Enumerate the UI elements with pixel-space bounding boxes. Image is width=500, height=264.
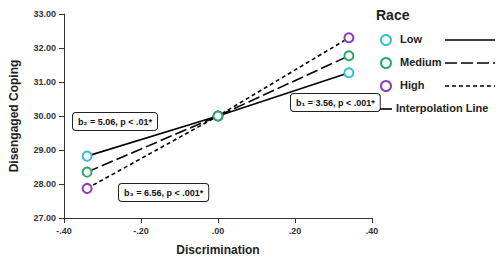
svg-text:.20: .20 — [289, 226, 302, 236]
svg-text:29.00: 29.00 — [33, 145, 56, 155]
svg-text:b₂ = 5.06, p < .01*: b₂ = 5.06, p < .01* — [78, 117, 153, 127]
svg-text:27.00: 27.00 — [33, 213, 56, 223]
svg-text:32.00: 32.00 — [33, 43, 56, 53]
svg-text:Disengaged Coping: Disengaged Coping — [7, 60, 21, 173]
svg-text:Medium: Medium — [400, 56, 442, 68]
svg-text:Low: Low — [400, 33, 422, 45]
svg-text:28.00: 28.00 — [33, 179, 56, 189]
svg-text:-.20: -.20 — [133, 226, 149, 236]
svg-text:High: High — [400, 79, 425, 91]
svg-text:-.40: -.40 — [56, 226, 72, 236]
svg-text:.40: .40 — [366, 226, 379, 236]
svg-text:33.00: 33.00 — [33, 9, 56, 19]
svg-text:Interpolation Line: Interpolation Line — [396, 102, 488, 114]
svg-text:Discrimination: Discrimination — [176, 243, 259, 257]
svg-text:30.00: 30.00 — [33, 111, 56, 121]
svg-text:b₁ = 3.56, p < .001*: b₁ = 3.56, p < .001* — [296, 98, 375, 108]
svg-text:Race: Race — [376, 7, 410, 23]
svg-text:31.00: 31.00 — [33, 77, 56, 87]
svg-text:b₃ = 6.56, p < .001*: b₃ = 6.56, p < .001* — [124, 188, 204, 198]
svg-text:.00: .00 — [212, 226, 225, 236]
